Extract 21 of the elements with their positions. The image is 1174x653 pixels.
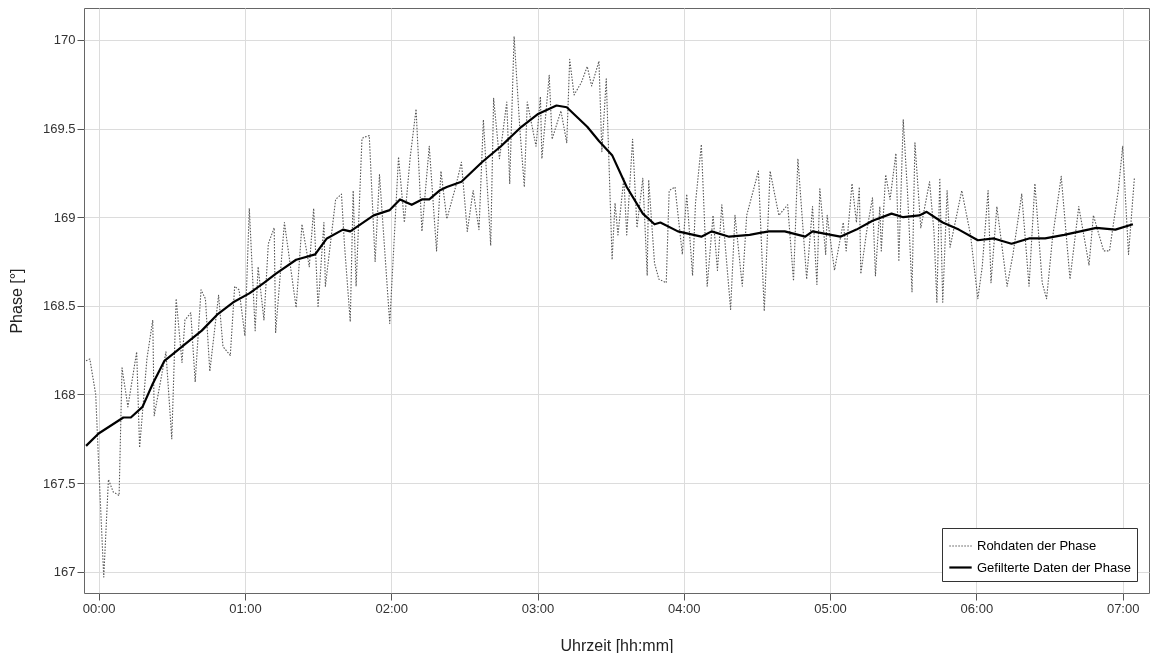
x-tick-label: 03:00 [521, 600, 555, 616]
x-tick-label: 02:00 [375, 600, 408, 616]
x-axis-title: Uhrzeit [hh:mm] [560, 636, 674, 653]
x-tick-label: 07:00 [1106, 600, 1140, 616]
y-tick-label: 167 [53, 564, 76, 580]
y-tick-label: 168 [53, 386, 76, 402]
y-axis-title: Phase [°] [7, 268, 25, 334]
line-series [85, 35, 1135, 578]
y-tick-label: 169.5 [42, 121, 76, 137]
x-tick-label: 00:00 [82, 600, 116, 616]
x-tick-label: 04:00 [668, 600, 701, 616]
y-tick-label: 168.5 [42, 298, 76, 314]
line-series [84, 104, 1135, 447]
x-tick-label: 01:00 [229, 600, 262, 616]
y-tick-label: 170 [53, 32, 76, 48]
x-tick-label: 06:00 [960, 600, 994, 616]
legend-label: Gefilterte Daten der Phase [977, 559, 1131, 575]
legend-label: Rohdaten der Phase [977, 538, 1097, 553]
x-tick-label: 05:00 [814, 600, 847, 616]
y-tick-label: 169 [53, 209, 76, 225]
y-tick-label: 167.5 [42, 475, 76, 491]
